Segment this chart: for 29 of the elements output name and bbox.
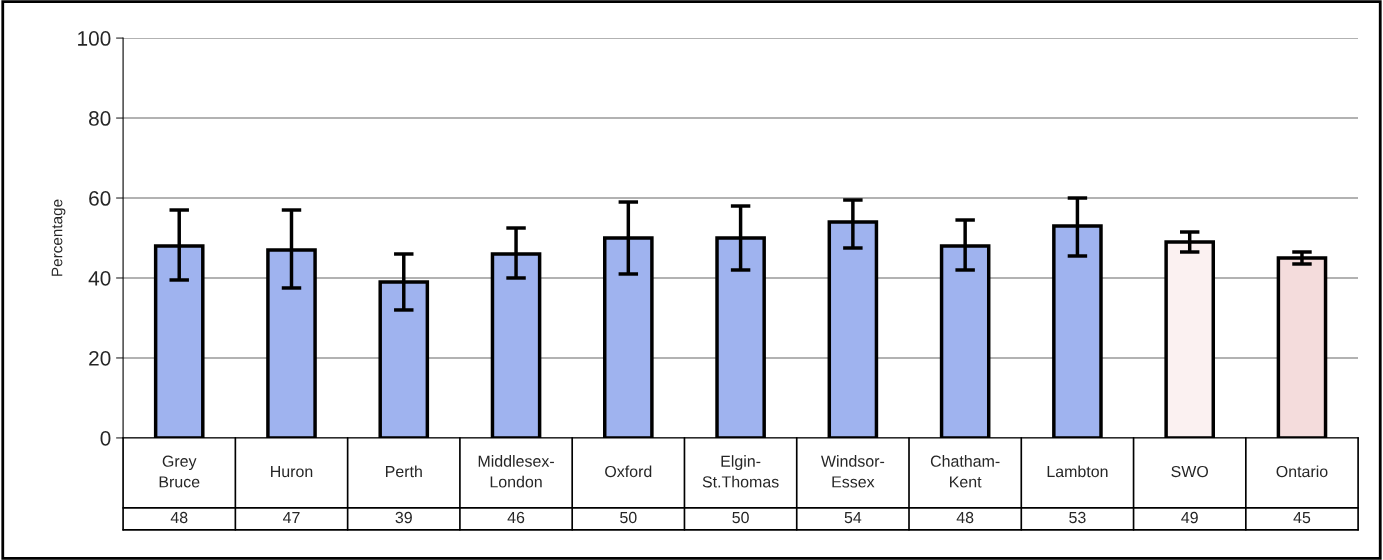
x-tick-label: Lambton — [1047, 465, 1108, 478]
data-label: 50 — [732, 511, 749, 524]
x-tick-label: Ontario — [1276, 465, 1328, 478]
x-tick-label: Oxford — [605, 465, 652, 478]
x-tick-label: Middlesex- London — [478, 455, 554, 488]
y-tick-label: 100 — [78, 31, 111, 46]
data-label: 47 — [282, 512, 300, 524]
x-tick-label: Huron — [271, 466, 313, 478]
data-label: 49 — [1181, 511, 1198, 524]
x-tick-label: Windsor- Essex — [820, 455, 885, 488]
x-tick-label: Perth — [386, 465, 422, 478]
x-tick-label: SWO — [1171, 465, 1209, 478]
y-tick-label: 60 — [89, 191, 111, 206]
y-tick-label: 0 — [100, 430, 111, 446]
x-tick-label: Elgin- St.Thomas — [702, 455, 779, 488]
data-label: 54 — [844, 512, 862, 524]
y-tick-label: 80 — [89, 111, 111, 126]
data-label: 53 — [1069, 511, 1086, 524]
y-axis-title: Percentage — [51, 199, 66, 276]
x-tick-label: Grey Bruce — [159, 455, 200, 488]
y-tick-label: 40 — [88, 270, 111, 286]
x-tick-label: Chatham- Kent — [930, 455, 1000, 488]
data-label: 46 — [507, 511, 525, 524]
data-label: 45 — [1293, 512, 1311, 524]
data-label: 48 — [170, 511, 188, 524]
data-label: 50 — [620, 511, 637, 524]
data-label: 48 — [956, 511, 974, 524]
data-label: 39 — [395, 511, 412, 524]
y-tick-label: 20 — [89, 350, 111, 366]
